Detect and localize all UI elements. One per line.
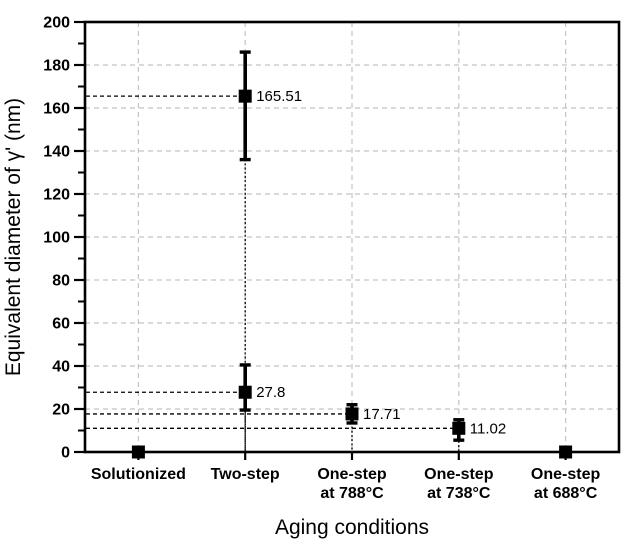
y-tick-label: 80 bbox=[52, 273, 70, 290]
x-tick-label: at 788°C bbox=[320, 485, 384, 502]
y-tick-label: 20 bbox=[52, 402, 70, 419]
data-point-marker bbox=[452, 421, 466, 435]
y-tick-label: 180 bbox=[43, 58, 70, 75]
y-tick-label: 200 bbox=[43, 15, 70, 32]
y-tick-label: 160 bbox=[43, 101, 70, 118]
x-tick-label: at 738°C bbox=[427, 485, 491, 502]
point-value-labels: 165.51 27.8 17.71 11.02 bbox=[256, 88, 506, 437]
y-tick-label: 140 bbox=[43, 144, 70, 161]
x-tick-label: One-step bbox=[317, 466, 387, 483]
x-tick-label: One-step bbox=[424, 466, 494, 483]
y-axis-ticks bbox=[74, 20, 85, 454]
data-point-marker bbox=[131, 445, 145, 459]
gridlines bbox=[85, 22, 619, 452]
x-tick-label: One-step bbox=[531, 466, 601, 483]
y-tick-label: 60 bbox=[52, 316, 70, 333]
data-markers bbox=[131, 89, 573, 459]
point-value-label: 27.8 bbox=[256, 384, 285, 401]
y-tick-label: 120 bbox=[43, 187, 70, 204]
point-value-label: 11.02 bbox=[470, 420, 506, 437]
y-tick-label: 100 bbox=[43, 230, 70, 247]
error-bars bbox=[239, 50, 465, 442]
data-point-marker bbox=[559, 445, 573, 459]
y-tick-labels: 0 20 40 60 80 100 120 140 160 180 200 bbox=[43, 15, 70, 462]
y-tick-label: 0 bbox=[61, 445, 70, 462]
data-point-marker bbox=[345, 407, 359, 421]
x-tick-label: Two-step bbox=[211, 466, 280, 483]
x-tick-label: Solutionized bbox=[91, 466, 186, 483]
x-tick-labels: Solutionized Two-step One-step at 788°C One-… bbox=[91, 466, 601, 502]
point-value-label: 17.71 bbox=[363, 406, 401, 423]
data-point-marker bbox=[238, 385, 252, 399]
y-axis-title: Equivalent diameter of γ' (nm) bbox=[2, 98, 25, 376]
data-point-marker bbox=[238, 89, 252, 103]
y-tick-label: 40 bbox=[52, 359, 70, 376]
x-tick-label: at 688°C bbox=[534, 485, 598, 502]
point-value-label: 165.51 bbox=[256, 88, 302, 105]
x-axis-title: Aging conditions bbox=[275, 516, 429, 539]
